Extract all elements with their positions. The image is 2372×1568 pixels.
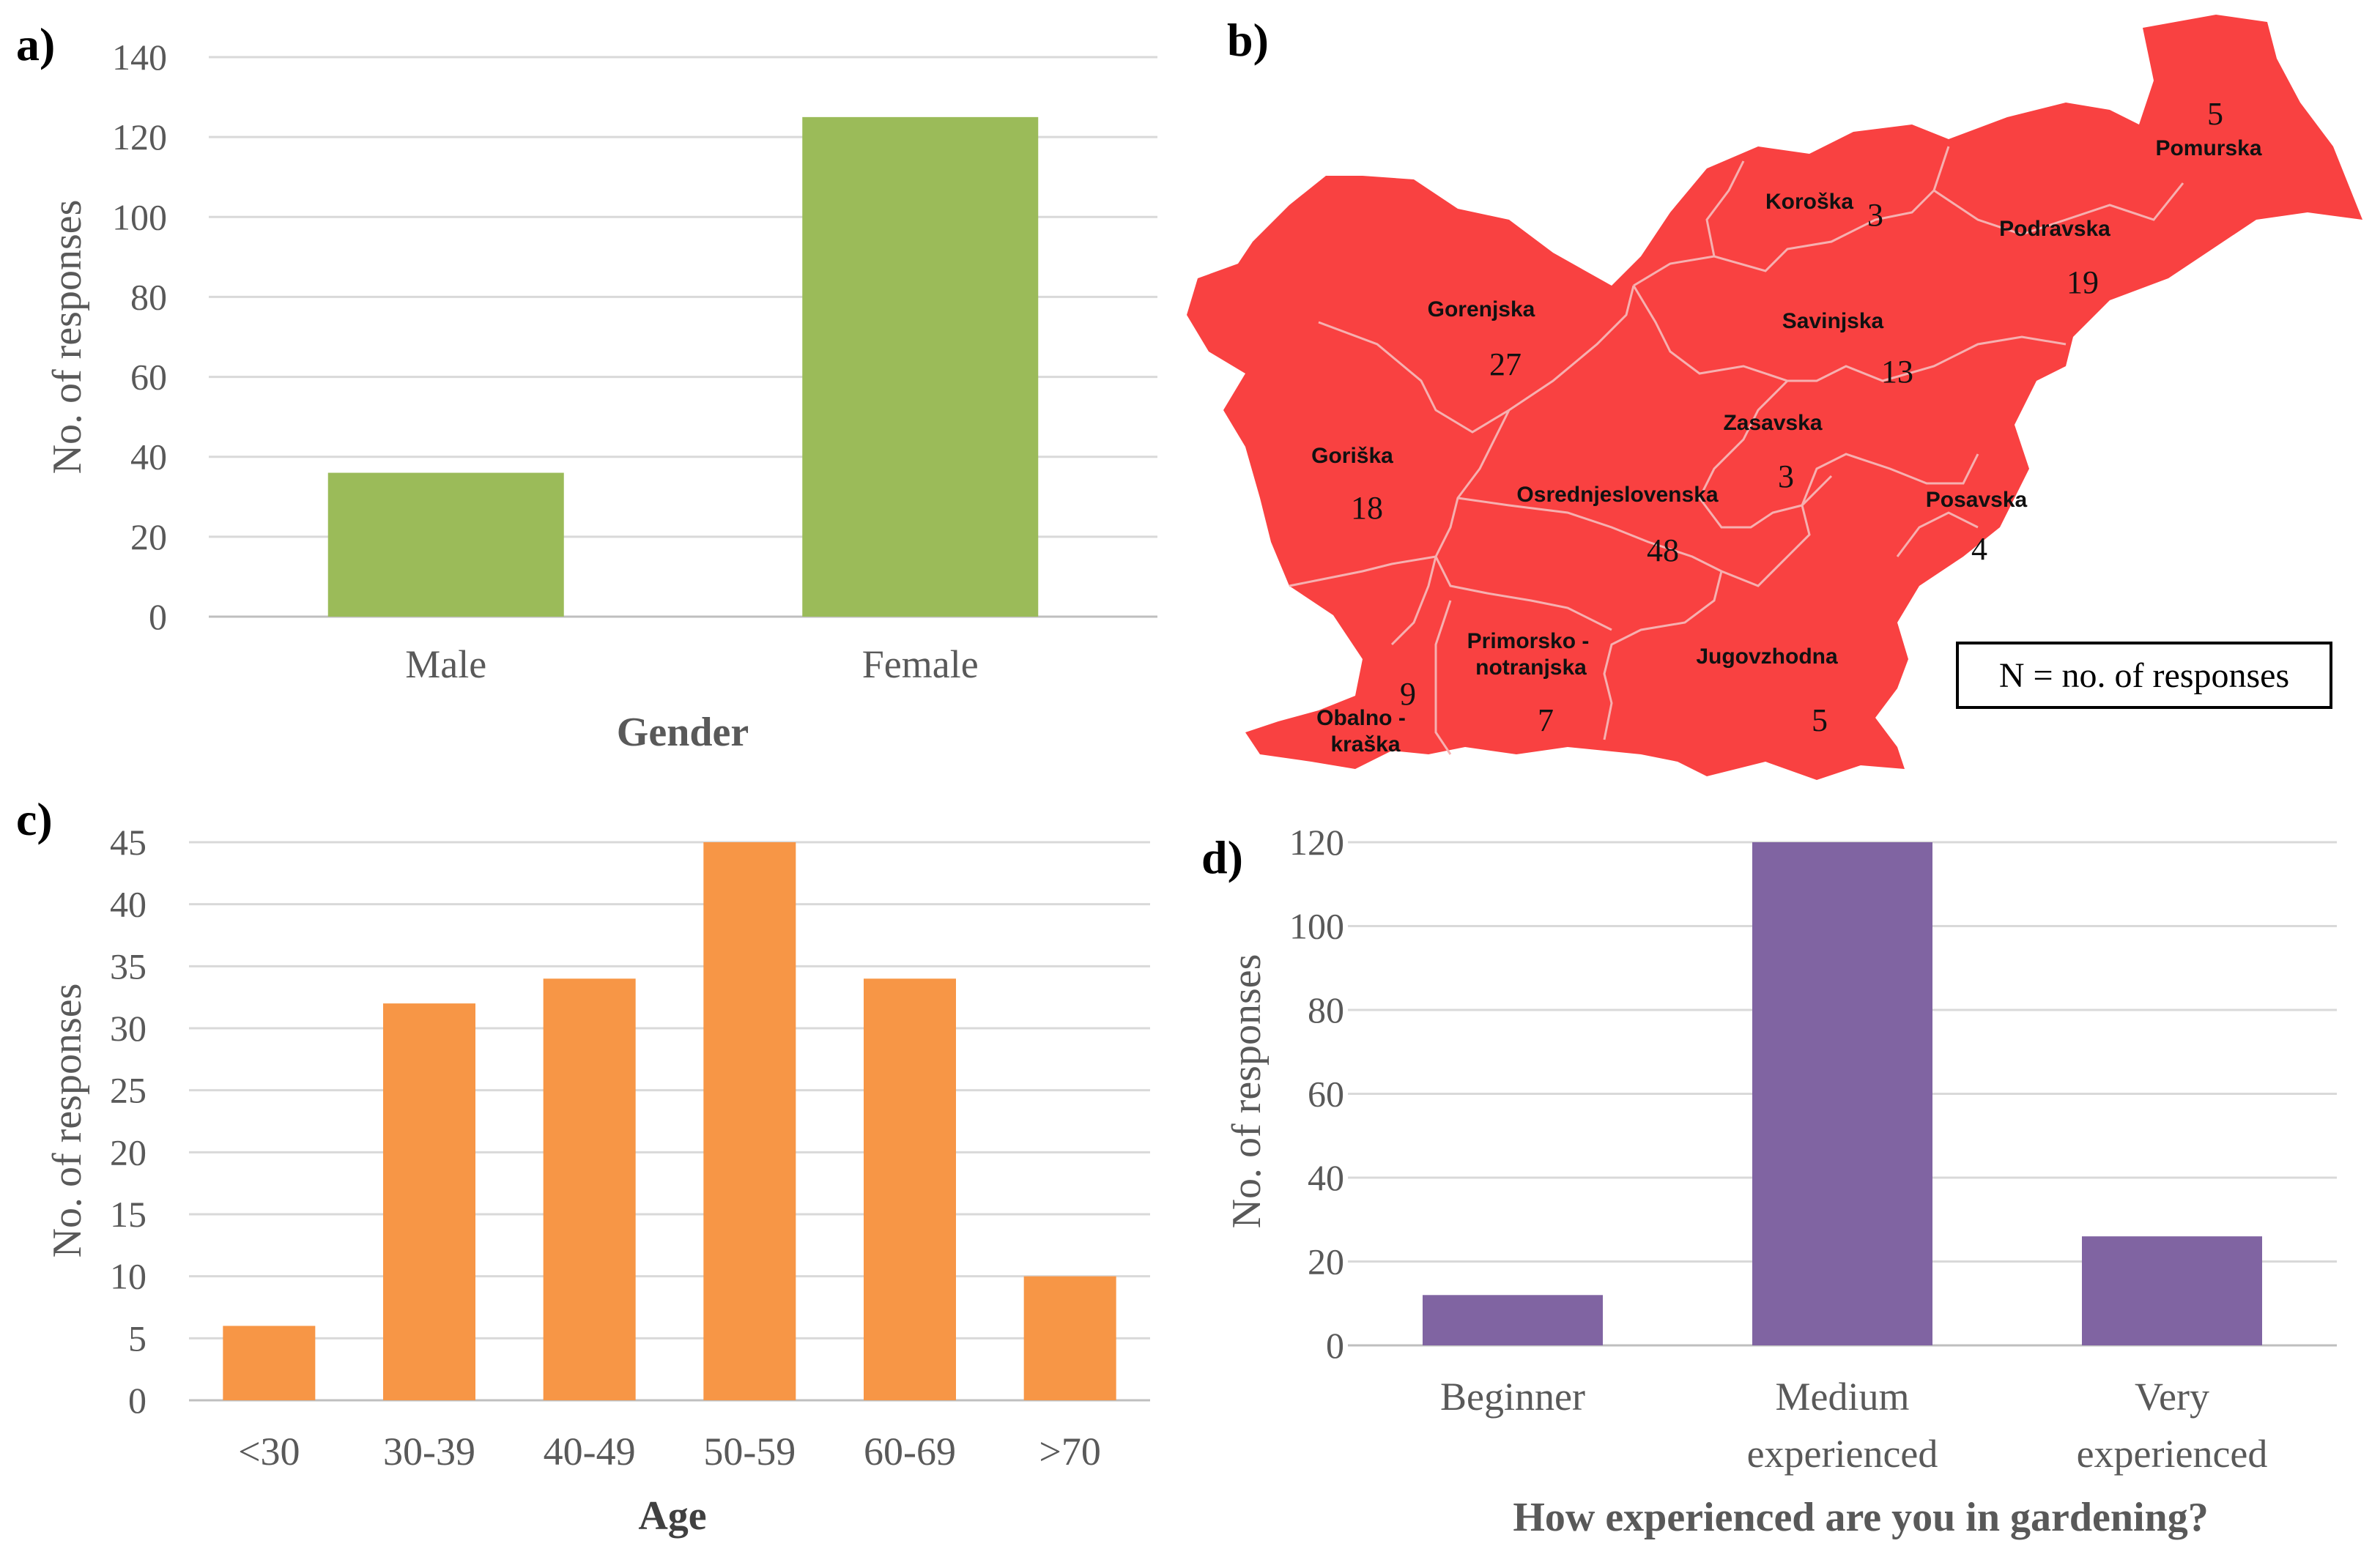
- x-category-label: 60-69: [864, 1430, 956, 1474]
- bar-c-3: [703, 842, 796, 1400]
- map-legend-box: [1956, 642, 2332, 709]
- region-name-podravska: Podravska: [1999, 217, 2110, 241]
- y-tick-label: 40: [130, 436, 167, 478]
- x-category-label: 40-49: [544, 1430, 636, 1474]
- region-count-koroska: 3: [1867, 197, 1883, 233]
- y-tick-label: 140: [112, 37, 167, 78]
- region-count-goriska: 18: [1351, 490, 1383, 526]
- x-category-label: experienced: [1747, 1432, 1938, 1476]
- chart-d-experience: 0 20 40 60 80 100 120 Beginner Medium experienced…: [1224, 822, 2337, 1540]
- x-category-label: Male: [405, 642, 486, 686]
- region-name-pomurska: Pomurska: [2155, 136, 2261, 160]
- y-tick-label: 40: [110, 884, 147, 925]
- bar-c-0: [223, 1326, 316, 1400]
- x-category-label: Medium: [1776, 1375, 1910, 1419]
- region-name-posavska: Posavska: [1926, 488, 2028, 512]
- x-axis-title: Gender: [617, 710, 749, 755]
- y-tick-label: 35: [110, 945, 147, 986]
- y-tick-label: 45: [110, 822, 147, 863]
- region-name-koroska: Koroška: [1765, 190, 1853, 214]
- region-name-primorsko-notranjska-2: notranjska: [1475, 655, 1587, 680]
- region-count-obalno-kraska: 9: [1400, 676, 1416, 712]
- bar-c-2: [543, 978, 636, 1400]
- x-category-label: 50-59: [703, 1430, 796, 1474]
- region-count-podravska: 19: [2067, 264, 2099, 300]
- bar-d-1: [1752, 842, 1932, 1345]
- chart-c-age: 0 5 10 15 20 25 30 35 40 45 <30 30-39 40-49 50-59 60-6…: [45, 822, 1150, 1539]
- map-region-borders: [1289, 146, 2184, 755]
- region-name-goriska: Goriška: [1311, 444, 1393, 468]
- y-tick-label: 40: [1308, 1157, 1344, 1198]
- bar-d-2: [2082, 1236, 2262, 1345]
- bar-a-0: [327, 472, 564, 617]
- region-count-gorenjska: 27: [1489, 346, 1522, 382]
- region-name-obalno-kraska-2: kraška: [1330, 732, 1400, 757]
- y-tick-label: 20: [130, 516, 167, 557]
- map-legend-text: N = no. of responses: [1999, 656, 2289, 695]
- y-tick-label: 0: [149, 596, 167, 637]
- map-labels: 5 Pomurska Koroška 3 Podravska 19 Gorenj…: [1311, 96, 2262, 757]
- y-tick-label: 100: [112, 196, 167, 237]
- map-slovenia-shape: [1187, 15, 2362, 780]
- x-axis-title: How experienced are you in gardening?: [1513, 1495, 2208, 1540]
- bar-c-5: [1023, 1276, 1116, 1400]
- region-name-savinjska: Savinjska: [1782, 309, 1884, 333]
- x-category-label: Female: [862, 642, 979, 686]
- bar-c-1: [383, 1003, 475, 1400]
- y-tick-label: 120: [112, 116, 167, 157]
- y-tick-label: 15: [110, 1194, 147, 1235]
- region-name-gorenjska: Gorenjska: [1428, 297, 1535, 322]
- y-tick-label: 10: [110, 1256, 147, 1297]
- y-tick-label: 5: [128, 1318, 147, 1359]
- x-category-label: 30-39: [383, 1430, 475, 1474]
- region-count-zasavska: 3: [1778, 458, 1794, 494]
- y-axis-title: No. of responses: [45, 200, 90, 475]
- y-tick-label: 60: [130, 357, 167, 398]
- y-tick-label: 0: [1326, 1325, 1344, 1366]
- region-name-obalno-kraska: Obalno -: [1316, 706, 1406, 730]
- region-count-primorsko-notranjska: 7: [1538, 702, 1554, 738]
- x-category-label: >70: [1039, 1430, 1100, 1474]
- map-slovenia: 5 Pomurska Koroška 3 Podravska 19 Gorenj…: [1187, 15, 2362, 780]
- bar-c-4: [864, 978, 956, 1400]
- y-tick-label: 80: [130, 276, 167, 317]
- panel-label-d: d): [1201, 831, 1243, 883]
- region-count-jugovzhodna: 5: [1812, 702, 1828, 738]
- region-name-osrednjeslovenska: Osrednjeslovenska: [1516, 483, 1718, 507]
- panel-label-b: b): [1227, 14, 1269, 66]
- y-tick-label: 100: [1289, 906, 1344, 947]
- bar-a-1: [802, 116, 1039, 617]
- region-count-savinjska: 13: [1881, 354, 1913, 390]
- region-name-jugovzhodna: Jugovzhodna: [1696, 644, 1838, 669]
- region-name-zasavska: Zasavska: [1723, 411, 1822, 435]
- region-count-osrednjeslovenska: 48: [1647, 532, 1679, 568]
- region-count-pomurska: 5: [2207, 96, 2223, 132]
- x-category-label: <30: [238, 1430, 300, 1474]
- x-category-label: experienced: [2077, 1432, 2268, 1476]
- chart-a-gender: 0 20 40 60 80 100 120 140 Male Female Gender No. of…: [45, 37, 1157, 755]
- y-tick-label: 25: [110, 1070, 147, 1111]
- y-tick-label: 30: [110, 1008, 147, 1049]
- y-axis-title: No. of responses: [1224, 954, 1270, 1229]
- y-tick-label: 120: [1289, 822, 1344, 863]
- y-tick-label: 0: [128, 1380, 147, 1421]
- y-tick-label: 20: [110, 1132, 147, 1173]
- y-tick-label: 60: [1308, 1074, 1344, 1115]
- y-tick-label: 80: [1308, 989, 1344, 1030]
- y-axis-title: No. of responses: [45, 984, 90, 1258]
- x-axis-title: Age: [638, 1493, 706, 1539]
- panel-label-a: a): [16, 18, 55, 70]
- region-count-posavska: 4: [1971, 531, 1987, 567]
- y-tick-label: 20: [1308, 1241, 1344, 1282]
- region-name-primorsko-notranjska: Primorsko -: [1467, 629, 1590, 653]
- bar-d-0: [1423, 1295, 1603, 1345]
- x-category-label: Very: [2135, 1375, 2209, 1419]
- x-category-label: Beginner: [1440, 1375, 1585, 1419]
- panel-label-c: c): [16, 793, 53, 845]
